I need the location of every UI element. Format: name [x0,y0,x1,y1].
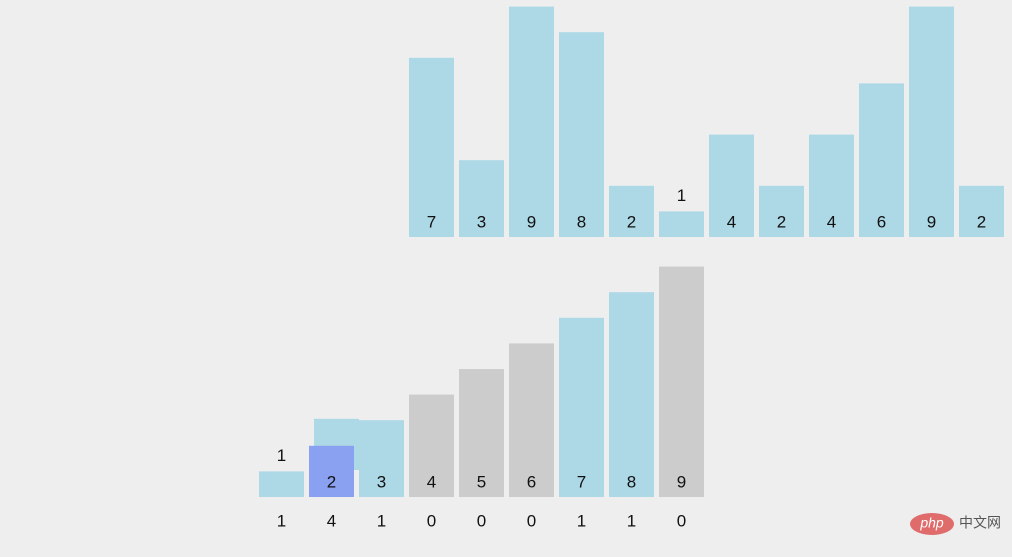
bucket-bar-label: 6 [527,472,536,491]
bucket-bar-label: 5 [477,472,486,491]
input-bar [759,185,804,237]
count-label: 4 [327,511,336,530]
input-bar-label: 3 [477,212,486,231]
input-bar-label: 4 [727,212,736,231]
watermark-text: 中文网 [959,515,1001,531]
input-bar-label: 4 [827,212,836,231]
input-bar [609,185,654,237]
bucket-bar [409,394,454,497]
bucket-bar-label: 1 [277,446,286,465]
input-bar [959,185,1004,237]
bucket-bar-label: 8 [627,472,636,491]
input-bar-label: 1 [677,186,686,205]
input-bar-label: 7 [427,212,436,231]
input-bar [659,211,704,237]
count-label: 0 [427,511,436,530]
input-bar-label: 8 [577,212,586,231]
bucket-bar [459,369,504,497]
input-bar-label: 9 [927,212,936,231]
count-label: 0 [477,511,486,530]
input-bar [809,134,854,237]
bucket-bar [609,292,654,497]
input-bar [709,134,754,237]
input-bar-label: 9 [527,212,536,231]
input-bar [909,6,954,237]
watermark-logo: php [919,515,944,531]
input-bar-label: 2 [627,212,636,231]
input-bar [559,32,604,238]
count-label: 0 [677,511,686,530]
input-bar [459,160,504,237]
input-bar-label: 2 [977,212,986,231]
count-label: 1 [577,511,586,530]
bucket-bar-label: 7 [577,472,586,491]
bucket-bar [359,420,404,497]
bucket-bar-label: 2 [327,472,336,491]
input-bar [859,83,904,238]
count-label: 0 [527,511,536,530]
bucket-bar [509,343,554,497]
count-label: 1 [377,511,386,530]
input-bar-label: 6 [877,212,886,231]
input-bar-label: 2 [777,212,786,231]
bucket-bar [559,317,604,497]
bucket-bar-label: 9 [677,472,686,491]
count-label: 1 [277,511,286,530]
bucket-bar-label: 4 [427,472,436,491]
bucket-bar [259,471,304,497]
watermark-logo-bg [910,513,954,535]
input-bar [409,57,454,237]
count-label: 1 [627,511,636,530]
bucket-bar [309,445,354,497]
bucket-bar [659,266,704,497]
input-bar [509,6,554,237]
bucket-bar-label: 3 [377,472,386,491]
